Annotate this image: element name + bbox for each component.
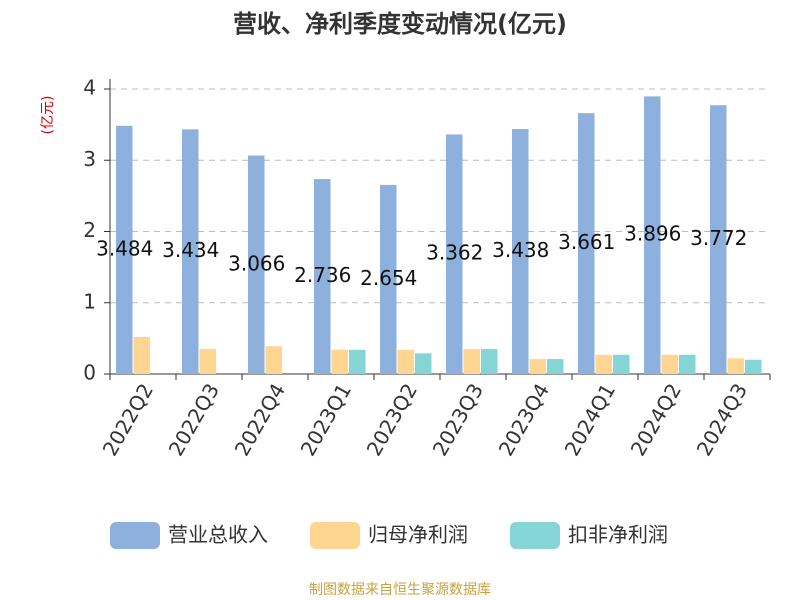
bar	[710, 105, 727, 375]
y-axis-label: (亿元)	[40, 96, 56, 135]
bar	[512, 129, 529, 374]
x-tick-label: 2022Q3	[164, 379, 224, 460]
bar	[547, 359, 564, 374]
bar	[415, 353, 432, 374]
value-label: 2.654	[360, 266, 417, 290]
bar	[529, 359, 546, 374]
legend-swatch	[510, 522, 560, 549]
bar	[727, 358, 744, 374]
y-tick-label: 2	[83, 218, 96, 242]
x-tick-label: 2023Q3	[428, 379, 488, 460]
bar	[745, 359, 762, 374]
bar	[380, 184, 397, 374]
bar	[595, 354, 612, 374]
bar	[182, 129, 199, 374]
x-tick-label: 2023Q1	[296, 379, 356, 460]
x-tick-label: 2024Q3	[692, 379, 752, 460]
bar	[314, 179, 331, 374]
x-tick-label: 2024Q1	[560, 379, 620, 460]
bar	[248, 155, 265, 374]
x-tick-label: 2023Q2	[362, 379, 422, 460]
legend-swatch	[310, 522, 360, 549]
bar	[661, 354, 678, 374]
bar	[481, 349, 498, 374]
legend-swatch	[110, 522, 160, 549]
value-label: 3.772	[690, 226, 747, 250]
legend-label: 归母净利润	[368, 523, 468, 547]
bar	[463, 349, 480, 374]
legend-label: 营业总收入	[168, 523, 268, 547]
bar	[679, 354, 696, 374]
chart-title: 营收、净利季度变动情况(亿元)	[233, 10, 567, 38]
source-note: 制图数据来自恒生聚源数据库	[309, 582, 491, 598]
value-label: 3.438	[492, 238, 549, 262]
bar	[199, 349, 216, 374]
x-tick-label: 2023Q4	[494, 379, 554, 460]
y-tick-label: 4	[83, 76, 96, 100]
value-label: 3.484	[96, 236, 153, 260]
y-tick-label: 3	[83, 147, 96, 171]
x-tick-label: 2022Q2	[98, 379, 158, 460]
bar	[446, 134, 463, 374]
bar	[613, 354, 630, 374]
y-tick-label: 0	[83, 361, 96, 385]
bar	[349, 349, 366, 374]
bar	[265, 346, 282, 374]
value-label: 2.736	[294, 263, 351, 287]
value-label: 3.362	[426, 241, 483, 265]
bar	[578, 113, 595, 374]
bar	[133, 336, 150, 374]
bar	[644, 96, 661, 374]
value-label: 3.066	[228, 251, 285, 275]
value-label: 3.661	[558, 230, 615, 254]
bar	[331, 349, 348, 374]
legend-label: 扣非净利润	[568, 523, 668, 547]
value-label: 3.434	[162, 238, 219, 262]
x-tick-label: 2022Q4	[230, 379, 290, 460]
x-tick-label: 2024Q2	[626, 379, 686, 460]
bar	[397, 349, 414, 374]
bar	[116, 125, 133, 374]
value-label: 3.896	[624, 222, 681, 246]
y-tick-label: 1	[83, 289, 96, 313]
